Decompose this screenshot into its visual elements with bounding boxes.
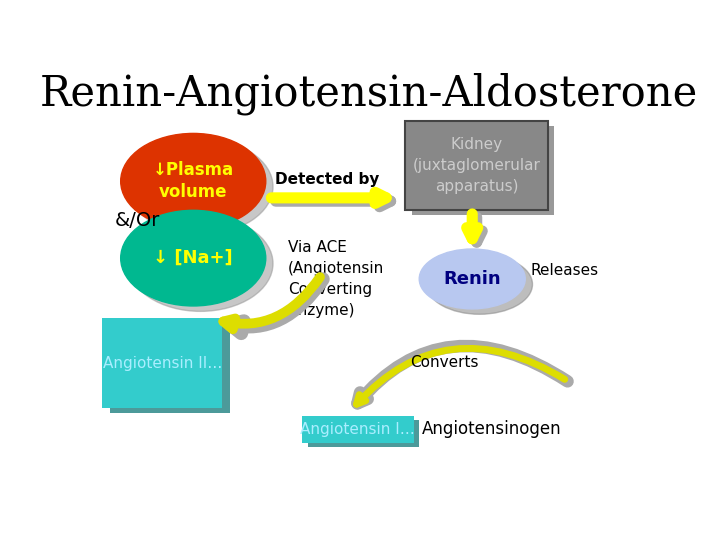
Text: Via ACE
(Angiotensin
Converting
Enzyme): Via ACE (Angiotensin Converting Enzyme) xyxy=(288,240,384,318)
Text: Angiotensin II…: Angiotensin II… xyxy=(102,356,222,370)
FancyBboxPatch shape xyxy=(302,416,414,443)
FancyBboxPatch shape xyxy=(307,420,419,447)
Text: ↓ [Na+]: ↓ [Na+] xyxy=(153,249,233,267)
Text: &/Or: &/Or xyxy=(115,211,161,230)
Ellipse shape xyxy=(121,210,266,306)
Ellipse shape xyxy=(128,216,273,312)
FancyBboxPatch shape xyxy=(405,121,547,210)
Text: Renin: Renin xyxy=(444,270,501,288)
Text: Converts: Converts xyxy=(410,355,479,369)
FancyBboxPatch shape xyxy=(102,319,222,408)
Ellipse shape xyxy=(121,133,266,229)
Text: Renin-Angiotensin-Aldosterone: Renin-Angiotensin-Aldosterone xyxy=(40,73,698,115)
FancyBboxPatch shape xyxy=(109,324,230,413)
Text: Kidney
(juxtaglomerular
apparatus): Kidney (juxtaglomerular apparatus) xyxy=(413,137,540,194)
FancyBboxPatch shape xyxy=(412,126,554,215)
Text: Angiotensinogen: Angiotensinogen xyxy=(422,421,562,438)
Ellipse shape xyxy=(128,139,273,234)
Ellipse shape xyxy=(419,249,526,309)
Text: Releases: Releases xyxy=(531,263,599,278)
Text: Detected by: Detected by xyxy=(275,172,379,187)
Ellipse shape xyxy=(426,254,533,314)
Text: Angiotensin I…: Angiotensin I… xyxy=(300,422,415,437)
Text: ↓Plasma
volume: ↓Plasma volume xyxy=(153,161,234,201)
